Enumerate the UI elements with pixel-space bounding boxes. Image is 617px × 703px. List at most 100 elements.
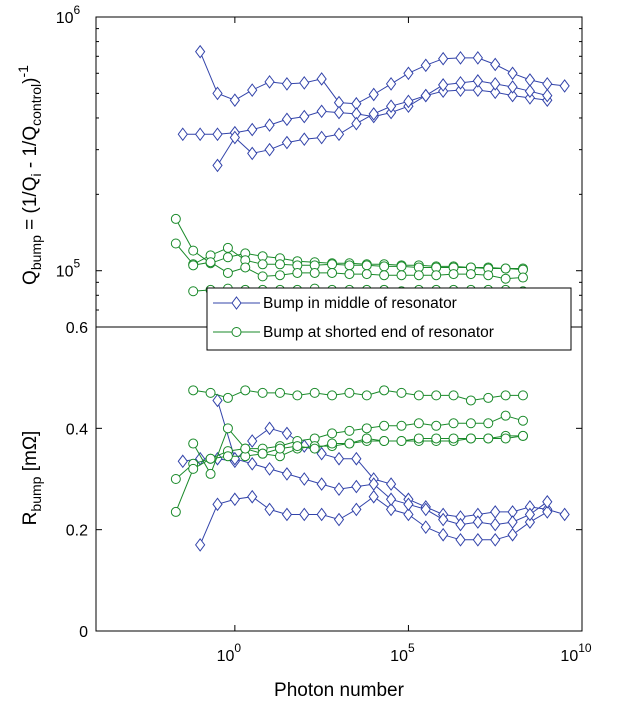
data-point-diamond [455, 517, 466, 532]
legend-entry-shorted: Bump at shorted end of resonator [213, 324, 494, 341]
data-point-diamond [385, 99, 397, 114]
legend-diamond-marker [231, 296, 242, 310]
data-point-diamond [316, 507, 327, 522]
data-point-circle [292, 441, 303, 452]
data-point-diamond [351, 479, 362, 494]
data-point-diamond [542, 77, 553, 91]
data-point-diamond [264, 75, 275, 89]
data-point-diamond [490, 57, 501, 72]
data-point-circle [257, 387, 268, 398]
data-point-diamond [438, 527, 449, 542]
data-point-diamond [368, 87, 379, 102]
data-point-circle [205, 387, 216, 398]
legend-label-shorted: Bump at shorted end of resonator [263, 324, 494, 341]
data-point-circle [413, 418, 424, 429]
data-point-diamond [507, 66, 518, 81]
data-point-circle [361, 260, 372, 271]
data-point-circle [500, 273, 511, 284]
data-point-circle [361, 423, 372, 434]
data-point-diamond [472, 83, 483, 97]
data-point-circle [205, 257, 216, 268]
data-point-diamond [247, 489, 258, 504]
data-point-circle [222, 392, 233, 403]
data-point-diamond [212, 127, 223, 142]
data-point-circle [500, 263, 511, 274]
data-point-circle [448, 390, 459, 401]
data-point-diamond [212, 393, 223, 408]
data-point-circle [344, 425, 355, 436]
data-point-diamond [455, 83, 466, 97]
data-point-circle [309, 443, 320, 454]
data-point-circle [188, 286, 199, 297]
data-point-diamond [368, 489, 379, 504]
data-point-diamond [455, 51, 466, 65]
data-point-circle [431, 270, 442, 281]
data-point-diamond [212, 158, 223, 173]
x-tick-label: 100 [217, 641, 242, 665]
data-point-diamond [542, 494, 553, 509]
data-point-diamond [281, 135, 293, 150]
data-point-diamond [420, 58, 431, 73]
data-point-circle [483, 392, 494, 403]
data-point-diamond [455, 76, 466, 90]
legend-circle-marker [231, 327, 242, 337]
data-point-circle [448, 433, 459, 444]
data-point-circle [222, 423, 233, 434]
data-point-diamond [507, 515, 518, 529]
data-point-diamond [368, 107, 379, 121]
data-point-circle [483, 270, 494, 281]
data-point-diamond [490, 77, 501, 91]
data-point-circle [517, 390, 528, 401]
data-point-circle [188, 245, 199, 256]
data-point-diamond [264, 462, 275, 476]
data-point-diamond [299, 507, 310, 522]
data-point-circle [500, 433, 511, 444]
data-point-diamond [490, 532, 501, 547]
data-point-circle [413, 270, 424, 281]
data-point-circle [483, 433, 494, 444]
data-point-circle [170, 506, 181, 517]
data-point-circle [274, 443, 285, 454]
data-point-circle [327, 438, 338, 449]
data-point-diamond [438, 51, 449, 66]
y-tick-label-bottom: 0.4 [66, 421, 88, 438]
data-point-diamond [333, 482, 345, 496]
data-point-diamond [559, 507, 570, 522]
data-point-circle [431, 420, 442, 431]
data-point-diamond [403, 497, 414, 512]
data-point-circle [517, 272, 528, 283]
data-point-diamond [420, 520, 431, 534]
data-point-circle [517, 430, 528, 441]
series-line-1 [182, 89, 548, 135]
data-point-circle [240, 385, 251, 396]
data-point-diamond [316, 477, 327, 491]
data-point-circle [344, 387, 355, 398]
data-point-diamond [316, 72, 327, 86]
data-point-circle [344, 260, 355, 271]
data-point-diamond [490, 517, 501, 532]
data-point-diamond [368, 477, 379, 491]
legend-box [206, 287, 572, 351]
data-point-circle [344, 269, 355, 280]
data-point-circle [309, 387, 320, 398]
data-point-circle [222, 242, 233, 253]
data-point-circle [344, 438, 355, 449]
data-point-circle [396, 270, 407, 281]
data-point-circle [327, 259, 338, 270]
data-point-circle [396, 387, 407, 398]
data-point-diamond [333, 105, 345, 120]
data-point-circle [448, 418, 459, 429]
data-point-diamond [507, 88, 518, 103]
data-point-diamond [438, 512, 449, 527]
data-point-circle [170, 474, 181, 484]
data-point-diamond [524, 515, 536, 529]
data-point-diamond [542, 88, 553, 103]
data-point-diamond [212, 86, 223, 101]
data-point-circle [222, 267, 233, 278]
data-point-circle [361, 433, 372, 444]
data-point-circle [188, 463, 199, 474]
data-point-circle [240, 262, 251, 273]
data-point-diamond [264, 142, 275, 157]
data-point-circle [483, 418, 494, 429]
